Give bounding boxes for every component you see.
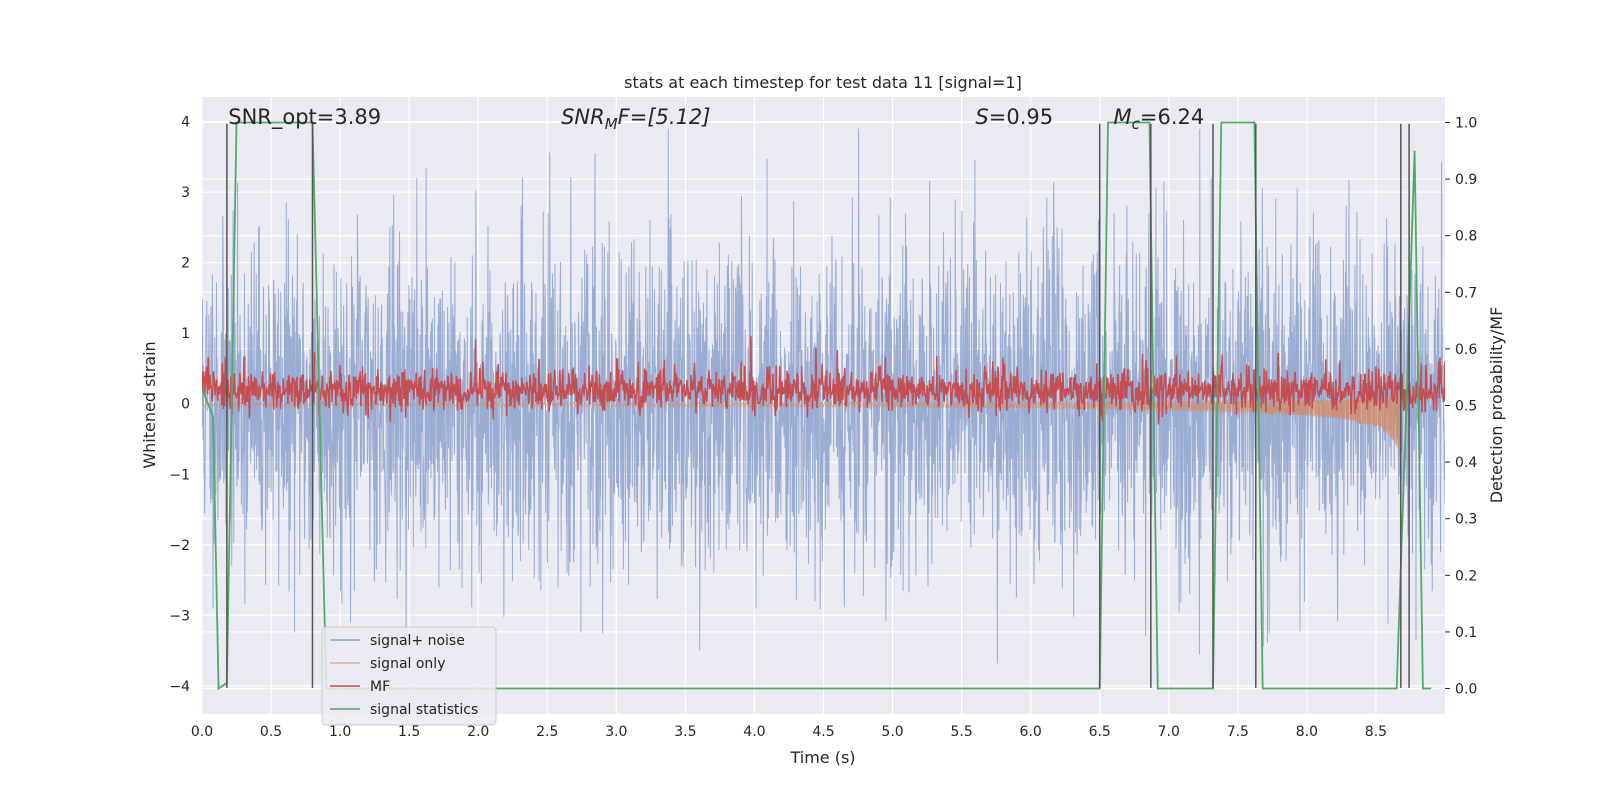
annotation-snr-opt: SNR_opt=3.89 xyxy=(228,105,381,130)
annotation-mc-value: Mc=6.24 xyxy=(1114,105,1205,133)
legend-box xyxy=(321,626,497,726)
x-tick-label: 7.0 xyxy=(1158,724,1180,740)
legend-label-signal-noise: signal+ noise xyxy=(370,633,465,649)
annotation-tail: =6.24 xyxy=(1140,105,1204,129)
series-signal-noise xyxy=(202,128,1445,664)
x-tick-label: 4.0 xyxy=(743,724,765,740)
x-tick-label: 0.5 xyxy=(260,724,282,740)
legend-label-mf: MF xyxy=(370,679,390,695)
x-tick-label: 5.5 xyxy=(950,724,972,740)
series-layer xyxy=(202,121,1445,691)
y2-tick-label: 1.0 xyxy=(1455,115,1477,131)
annotation-s-value: S=0.95 xyxy=(975,105,1053,129)
annotation-main: S xyxy=(975,105,988,129)
x-axis-label: Time (s) xyxy=(789,748,855,767)
x-tick-label: 5.0 xyxy=(881,724,903,740)
annotation-subscript: c xyxy=(1132,115,1141,133)
x-tick-label: 6.5 xyxy=(1089,724,1111,740)
x-tick-label: 8.5 xyxy=(1365,724,1387,740)
x-tick-label: 0.0 xyxy=(191,724,213,740)
y2-tick-label: 0.5 xyxy=(1455,399,1477,415)
series-signal-statistics xyxy=(202,121,1432,691)
x-tick-label: 7.5 xyxy=(1227,724,1249,740)
y-tick-label: −1 xyxy=(169,467,190,483)
y-tick-label: −3 xyxy=(169,608,190,624)
x-tick-label: 4.5 xyxy=(812,724,834,740)
legend: signal+ noise signal only MF signal stat… xyxy=(321,626,497,726)
legend-label-signal-only: signal only xyxy=(370,656,445,672)
ticks: 0.0 0.5 1.0 1.5 2.0 2.5 3.0 3.5 4.0 4.5 5.0 5.5 6.0 6… xyxy=(169,115,1477,740)
x-tick-label: 2.5 xyxy=(536,724,558,740)
x-tick-label: 3.0 xyxy=(605,724,627,740)
annotations: SNR_opt=3.89 SNRMF=[5.12] S=0.95 Mc=6.24 xyxy=(228,105,1204,133)
x-tick-label: 2.0 xyxy=(467,724,489,740)
y-tick-label: 2 xyxy=(181,256,190,272)
y2-tick-label: 0.4 xyxy=(1455,455,1477,471)
y-tick-label: 4 xyxy=(181,115,190,131)
annotation-subscript: M xyxy=(605,115,618,133)
y-tick-label: 3 xyxy=(181,185,190,201)
y-tick-label: 1 xyxy=(181,326,190,342)
series-mf xyxy=(202,336,1445,425)
y-tick-label: −4 xyxy=(169,679,190,695)
annotation-main: SNR xyxy=(561,105,605,129)
annotation-tail: =0.95 xyxy=(989,105,1053,129)
x-tick-label: 1.5 xyxy=(398,724,420,740)
x-tick-label: 3.5 xyxy=(674,724,696,740)
x-tick-label: 1.0 xyxy=(329,724,351,740)
y2-tick-label: 0.0 xyxy=(1455,682,1477,698)
y2-tick-label: 0.2 xyxy=(1455,568,1477,584)
annotation-snr-mf: SNRMF=[5.12] xyxy=(561,105,710,133)
y2-tick-label: 0.6 xyxy=(1455,342,1477,358)
y2-tick-label: 0.7 xyxy=(1455,285,1477,301)
y-tick-label: 0 xyxy=(181,397,190,413)
chart-title: stats at each timestep for test data 11 … xyxy=(624,73,1022,92)
y-tick-label: −2 xyxy=(169,538,190,554)
legend-label-signal-statistics: signal statistics xyxy=(370,702,478,718)
y-axis-label: Whitened strain xyxy=(140,341,159,468)
annotation-tail: F=[5.12] xyxy=(618,105,711,129)
y2-tick-label: 0.1 xyxy=(1455,625,1477,641)
y2-tick-label: 0.8 xyxy=(1455,229,1477,245)
y2-axis-label: Detection probability/MF xyxy=(1487,307,1506,504)
x-tick-label: 8.0 xyxy=(1296,724,1318,740)
y2-tick-label: 0.3 xyxy=(1455,512,1477,528)
y2-tick-label: 0.9 xyxy=(1455,172,1477,188)
vertical-markers xyxy=(226,123,1410,688)
annotation-main: M xyxy=(1114,105,1132,129)
x-tick-label: 6.0 xyxy=(1020,724,1042,740)
annotation-main: SNR_opt=3.89 xyxy=(228,105,381,130)
